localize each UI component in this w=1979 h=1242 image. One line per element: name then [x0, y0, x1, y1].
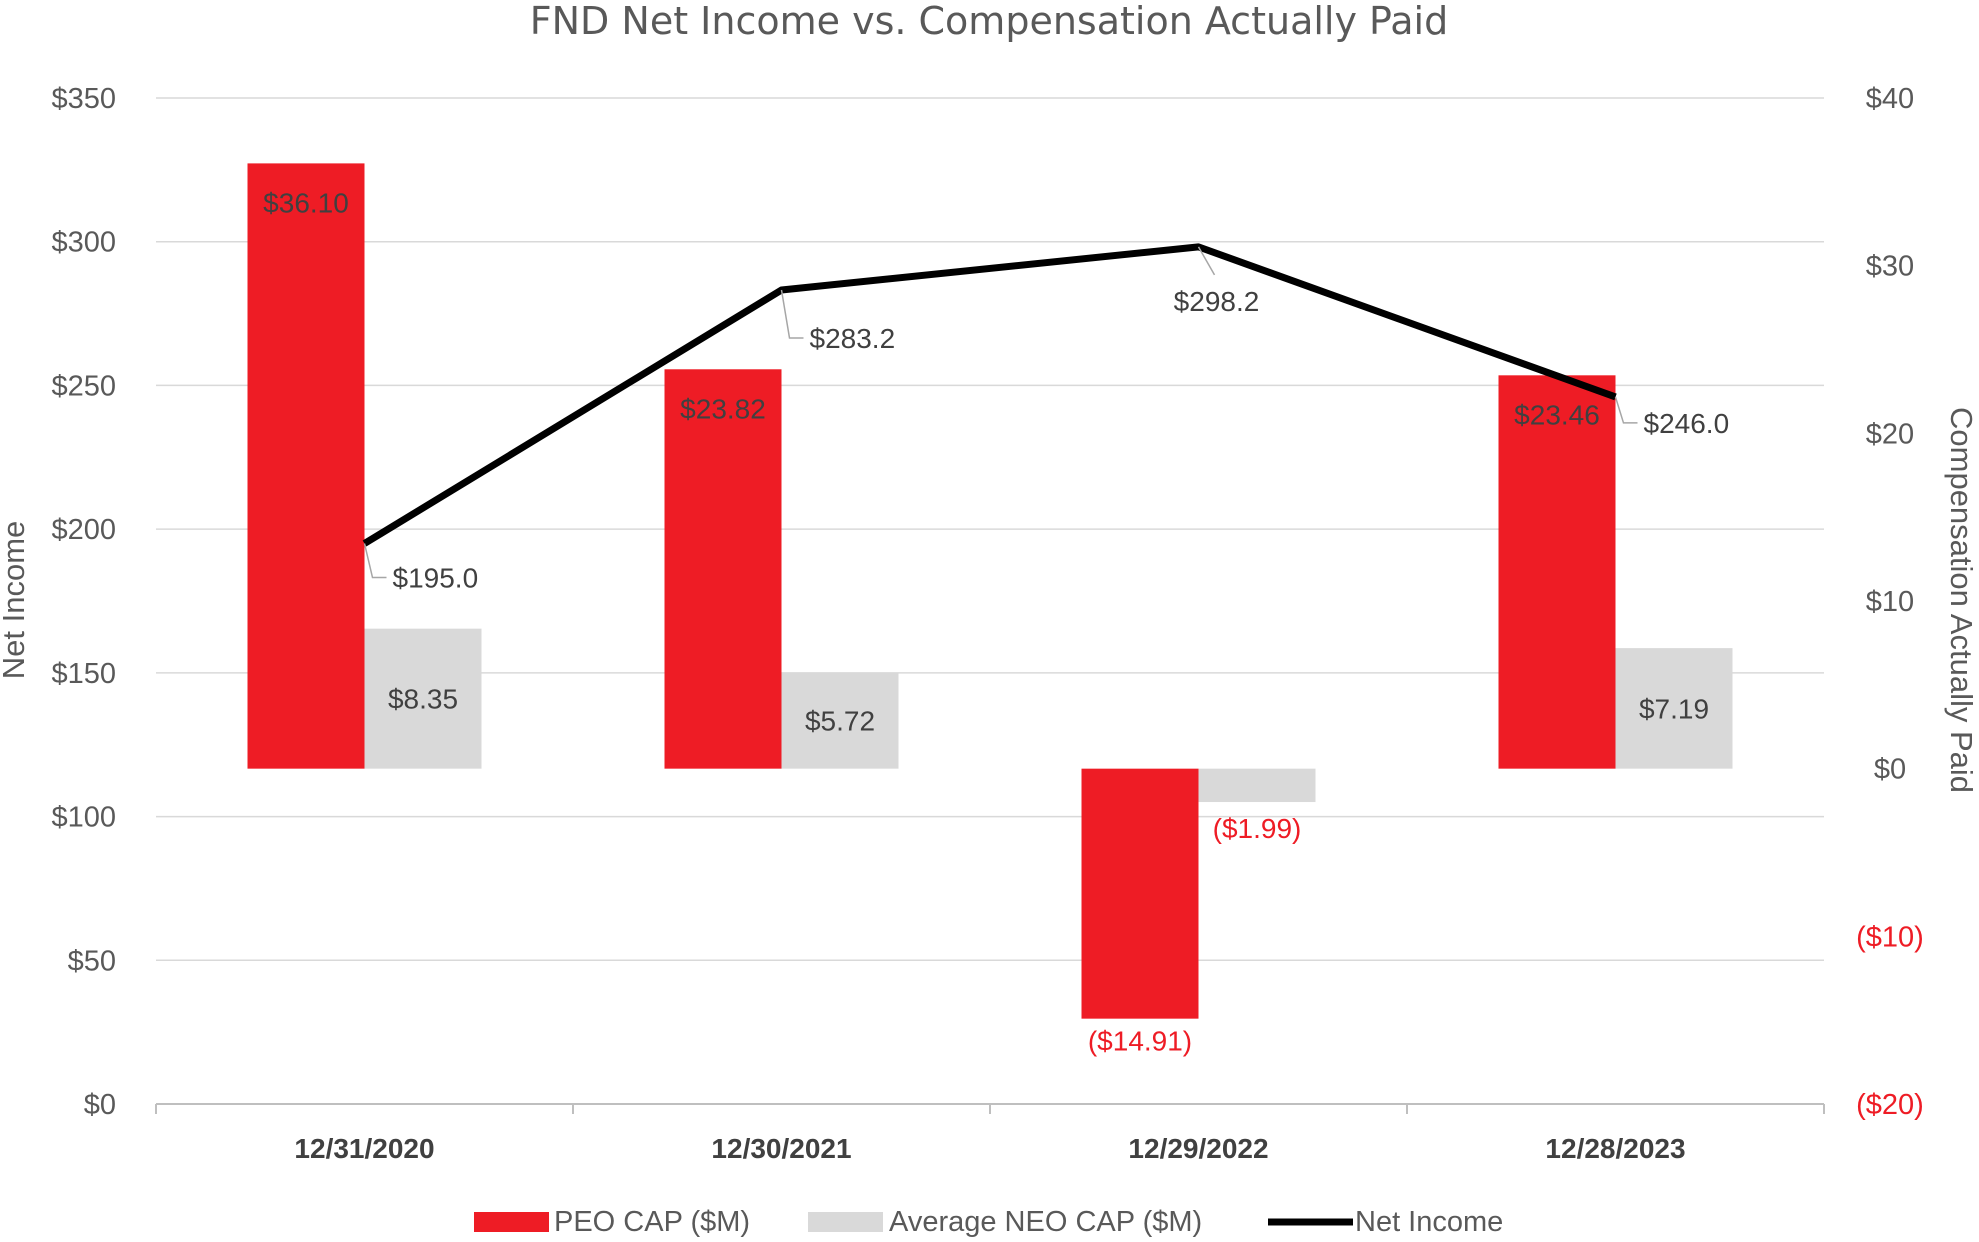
peo-cap-bar [1498, 375, 1616, 769]
peo-cap-data-label: $36.10 [263, 187, 349, 218]
peo-cap-data-label: $23.82 [680, 393, 766, 424]
net-income-data-label: $298.2 [1174, 286, 1260, 317]
legend-label-neo: Average NEO CAP ($M) [889, 1206, 1202, 1238]
net-income-leader-line [363, 543, 387, 579]
net-income-data-label: $283.2 [810, 323, 896, 354]
net-income-leader-line [1614, 396, 1638, 424]
y-right-axis-title: Compensation Actually Paid [1944, 407, 1979, 793]
y-right-tick-label: $40 [1866, 83, 1914, 115]
peo-cap-data-label: ($14.91) [1088, 1026, 1192, 1057]
peo-cap-bar [1081, 768, 1199, 1019]
neo-cap-bar [364, 628, 482, 769]
y-left-tick-label: $350 [51, 83, 116, 115]
y-left-tick-label: $300 [51, 227, 116, 259]
y-left-axis-title: Net Income [0, 521, 31, 680]
peo-cap-data-label: $23.46 [1514, 399, 1600, 430]
y-left-tick-label: $250 [51, 370, 116, 402]
y-right-tick-label: ($10) [1856, 921, 1924, 953]
net-income-line [362, 243, 1617, 547]
neo-cap-bar [1615, 648, 1733, 769]
y-right-tick-label: $0 [1874, 754, 1906, 786]
net-income-leader-line [1197, 246, 1216, 276]
y-right-tick-label: $30 [1866, 251, 1914, 283]
bars [247, 163, 1733, 1019]
neo-cap-bar [781, 672, 899, 769]
x-category-label: 12/30/2021 [711, 1133, 851, 1164]
x-category-label: 12/29/2022 [1128, 1133, 1268, 1164]
y-left-tick-label: $100 [51, 802, 116, 834]
y-left-tick-label: $200 [51, 514, 116, 546]
peo-cap-bar [664, 369, 782, 769]
neo-cap-data-label: $7.19 [1639, 693, 1709, 724]
net-income-data-label: $246.0 [1644, 408, 1730, 439]
x-category-label: 12/28/2023 [1545, 1133, 1685, 1164]
neo-cap-bar [1198, 768, 1316, 803]
y-right-tick-label: $20 [1866, 418, 1914, 450]
legend: PEO CAP ($M) Average NEO CAP ($M) Net Inco… [474, 1206, 1503, 1238]
y-right-tick-label: ($20) [1856, 1089, 1924, 1121]
axes: $0 $50 $100 $150 $200 $250 $300 $350 ($20) ($10) $… [51, 83, 1923, 1164]
chart-title: FND Net Income vs. Compensation Actually… [530, 0, 1448, 43]
neo-cap-data-label: $8.35 [388, 684, 458, 715]
legend-swatch-peo [474, 1212, 549, 1232]
y-right-tick-label: $10 [1866, 586, 1914, 618]
net-income-data-label: $195.0 [393, 563, 479, 594]
legend-label-peo: PEO CAP ($M) [554, 1206, 750, 1238]
data-labels: $36.10 $8.35 $23.82 $5.72 ($14.91) ($1.99) $23… [263, 187, 1729, 1056]
neo-cap-data-label: ($1.99) [1213, 813, 1302, 844]
x-category-label: 12/31/2020 [294, 1133, 434, 1164]
y-left-tick-label: $150 [51, 658, 116, 690]
net-income-leader-line [780, 289, 804, 339]
legend-swatch-neo [808, 1212, 883, 1232]
net-income-line-group [362, 243, 1617, 547]
y-left-tick-label: $0 [84, 1089, 116, 1121]
peo-cap-bar [247, 163, 365, 769]
neo-cap-data-label: $5.72 [805, 706, 875, 737]
legend-label-net-income: Net Income [1355, 1206, 1503, 1238]
y-left-tick-label: $50 [68, 945, 116, 977]
